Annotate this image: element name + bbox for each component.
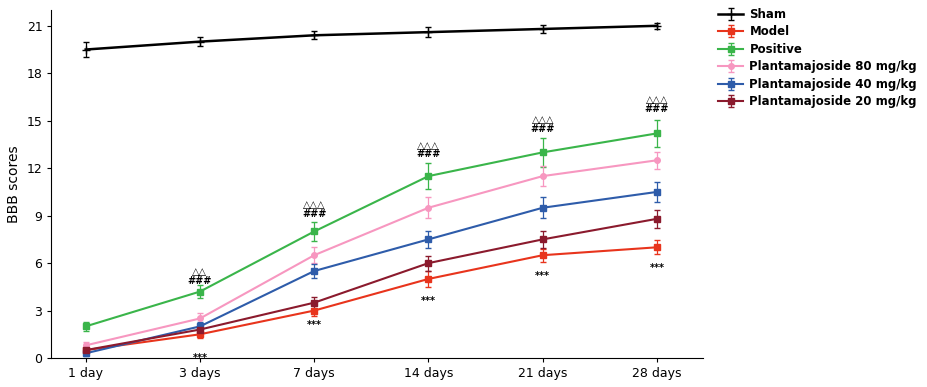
Text: △△△: △△△ — [531, 115, 554, 125]
Text: ###: ### — [302, 209, 326, 219]
Text: △△△: △△△ — [303, 200, 325, 210]
Text: ***: *** — [307, 320, 322, 330]
Text: △△: △△ — [193, 267, 208, 277]
Text: ###: ### — [645, 104, 669, 114]
Y-axis label: BBB scores: BBB scores — [6, 145, 21, 223]
Text: ***: *** — [650, 263, 665, 272]
Text: ###: ### — [416, 149, 440, 159]
Text: △△△: △△△ — [417, 141, 439, 151]
Text: ***: *** — [535, 271, 551, 281]
Text: ###: ### — [188, 276, 212, 286]
Legend: Sham, Model, Positive, Plantamajoside 80 mg/kg, Plantamajoside 40 mg/kg, Plantam: Sham, Model, Positive, Plantamajoside 80… — [715, 5, 920, 111]
Text: △△△: △△△ — [646, 95, 668, 105]
Text: ***: *** — [193, 353, 208, 363]
Text: ***: *** — [421, 296, 436, 306]
Text: ###: ### — [530, 124, 555, 134]
